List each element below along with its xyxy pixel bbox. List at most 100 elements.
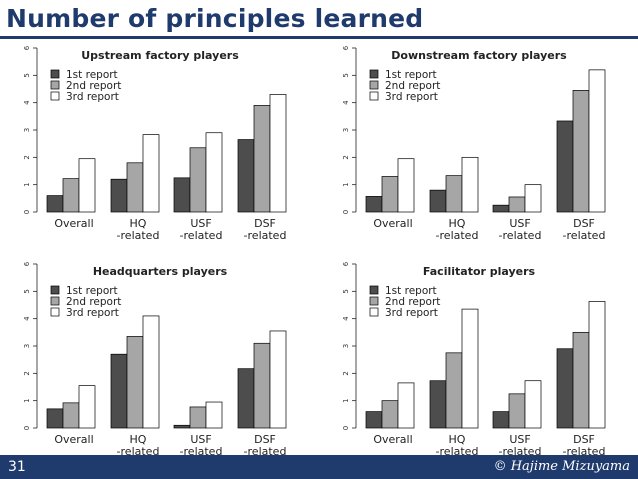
bar-2nd-report-overall (62, 402, 80, 429)
legend-label-1st-report: 1st report (385, 285, 437, 297)
bar-1st-report-usf (492, 204, 510, 213)
category-label: HQ (449, 433, 466, 446)
y-tick-label: 4 (23, 316, 31, 321)
slide-title: Number of principles learned (6, 4, 424, 33)
y-tick-label: 0 (23, 210, 31, 214)
copyright-text: © Hajime Mizuyama (493, 459, 630, 474)
bar-2nd-report-usf (189, 406, 207, 429)
bar-2nd-report-hq (126, 336, 144, 429)
category-label: USF (190, 433, 211, 446)
bar-2nd-report-dsf (253, 342, 271, 429)
category-label: DSF (254, 433, 276, 446)
bar-1st-report-hq (110, 353, 128, 429)
legend-label-2nd-report: 2nd report (385, 80, 440, 92)
bar-2nd-report-usf (508, 196, 526, 213)
legend-swatch-3rd-report (369, 307, 379, 317)
bar-1st-report-overall (46, 195, 64, 213)
category-label: Overall (373, 433, 412, 446)
y-tick-label: 3 (23, 128, 31, 132)
bar-2nd-report-dsf (572, 331, 590, 429)
y-tick-label: 6 (342, 261, 350, 266)
y-tick-label: 2 (23, 155, 31, 159)
legend-label-2nd-report: 2nd report (385, 296, 440, 308)
bar-2nd-report-usf (508, 393, 526, 429)
category-label: USF (509, 433, 530, 446)
page-number: 31 (8, 459, 26, 475)
legend-swatch-3rd-report (50, 307, 60, 317)
bar-1st-report-hq (429, 380, 447, 429)
bar-2nd-report-dsf (253, 105, 271, 213)
y-tick-label: 2 (342, 371, 350, 375)
title-rule (0, 36, 638, 39)
bar-1st-report-dsf (237, 368, 255, 429)
category-label: -related (244, 445, 287, 455)
y-tick-label: 4 (342, 100, 350, 105)
legend-swatch-1st-report (50, 69, 60, 79)
chart-title: Facilitator players (423, 265, 536, 278)
bar-3rd-report-overall (397, 158, 415, 213)
legend-swatch-2nd-report (50, 296, 60, 306)
legend-label-3rd-report: 3rd report (66, 91, 119, 103)
y-tick-label: 5 (342, 73, 350, 77)
legend-label-3rd-report: 3rd report (66, 307, 119, 319)
category-label: DSF (573, 433, 595, 446)
legend-label-3rd-report: 3rd report (385, 307, 438, 319)
y-tick-label: 6 (23, 45, 31, 50)
chart-panel-upstream-factory-players: Upstream factory players 0 1 2 3 4 5 6 Overall HQ… (23, 45, 286, 242)
y-tick-label: 5 (23, 73, 31, 77)
bar-3rd-report-hq (461, 308, 479, 429)
category-label: DSF (254, 217, 276, 230)
charts-area: Upstream factory players 0 1 2 3 4 5 6 Overall HQ… (23, 45, 605, 455)
legend-swatch-2nd-report (369, 80, 379, 90)
category-label: Overall (373, 217, 412, 230)
bar-2nd-report-overall (381, 176, 399, 213)
bar-2nd-report-hq (445, 175, 463, 213)
category-label: -related (180, 445, 223, 455)
legend-swatch-2nd-report (369, 296, 379, 306)
category-label: -related (499, 229, 542, 242)
y-tick-label: 1 (23, 398, 31, 402)
bar-2nd-report-overall (381, 400, 399, 429)
y-tick-label: 3 (342, 128, 350, 132)
legend-swatch-1st-report (369, 285, 379, 295)
category-label: Overall (54, 433, 93, 446)
y-tick-label: 0 (23, 426, 31, 430)
category-label: HQ (130, 217, 147, 230)
y-tick-label: 1 (23, 182, 31, 186)
bar-3rd-report-usf (205, 132, 223, 213)
bar-3rd-report-usf (524, 380, 542, 429)
legend-swatch-1st-report (369, 69, 379, 79)
bar-1st-report-overall (365, 196, 383, 213)
bar-3rd-report-usf (205, 401, 223, 429)
category-label: -related (563, 445, 606, 455)
y-tick-label: 6 (23, 261, 31, 266)
legend-swatch-2nd-report (50, 80, 60, 90)
legend-label-3rd-report: 3rd report (385, 91, 438, 103)
bar-1st-report-usf (173, 177, 191, 213)
chart-title: Downstream factory players (391, 49, 567, 62)
y-tick-label: 5 (342, 289, 350, 293)
chart-title: Headquarters players (93, 265, 228, 278)
bar-1st-report-usf (492, 411, 510, 429)
bar-1st-report-dsf (556, 348, 574, 429)
bar-2nd-report-overall (62, 178, 80, 213)
legend-label-2nd-report: 2nd report (66, 80, 121, 92)
bar-3rd-report-overall (78, 158, 96, 213)
legend-swatch-3rd-report (369, 91, 379, 101)
bar-1st-report-overall (365, 411, 383, 429)
category-label: HQ (130, 433, 147, 446)
bar-2nd-report-usf (189, 147, 207, 213)
y-tick-label: 5 (23, 289, 31, 293)
legend-label-1st-report: 1st report (385, 69, 437, 81)
y-tick-label: 2 (342, 155, 350, 159)
category-label: -related (499, 445, 542, 455)
bar-1st-report-dsf (237, 139, 255, 213)
chart-panel-downstream-factory-players: Downstream factory players 0 1 2 3 4 5 6 Overall… (342, 45, 605, 242)
y-tick-label: 1 (342, 182, 350, 186)
y-tick-label: 4 (342, 316, 350, 321)
category-label: -related (436, 229, 479, 242)
y-tick-label: 2 (23, 371, 31, 375)
bar-3rd-report-dsf (269, 94, 287, 213)
category-label: -related (117, 445, 160, 455)
